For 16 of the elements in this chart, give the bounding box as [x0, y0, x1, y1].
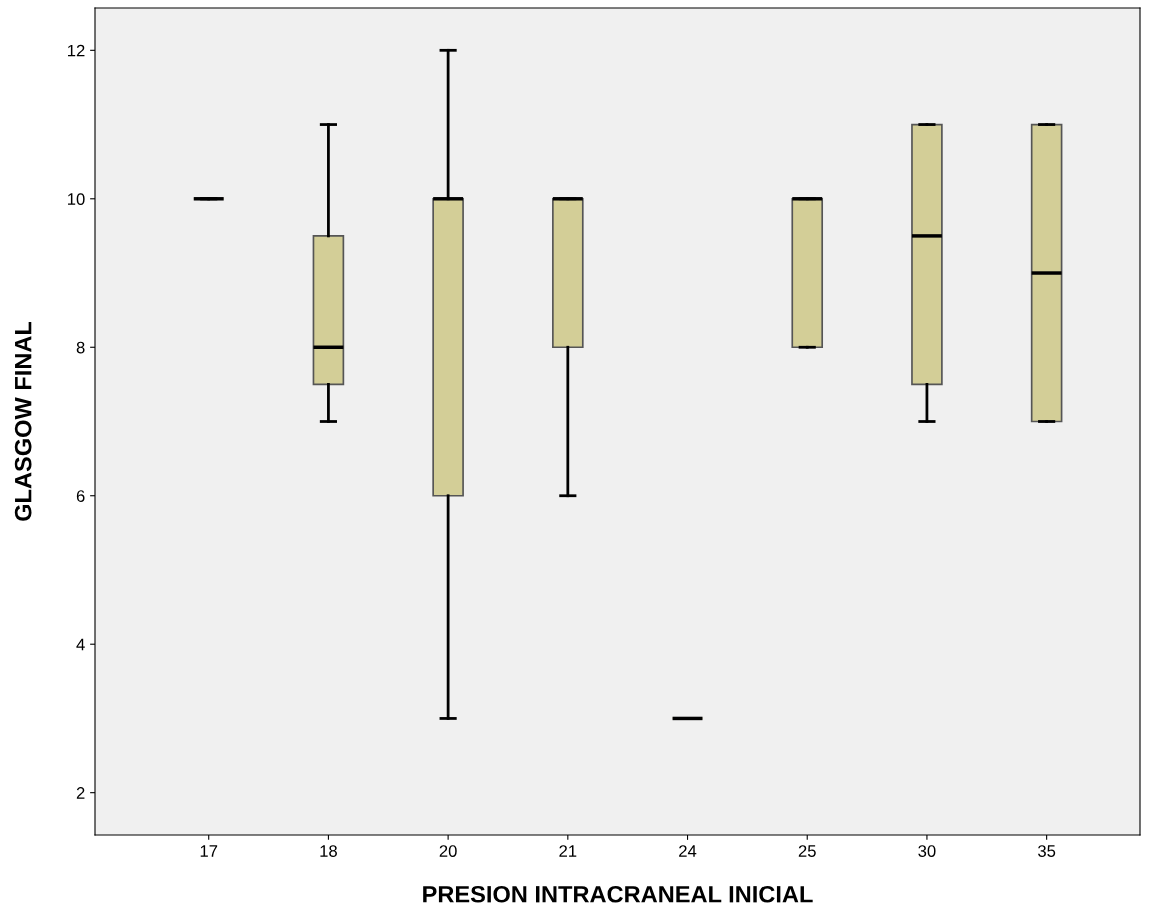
x-tick-label: 21 [559, 845, 577, 857]
x-tick-label: 30 [918, 845, 936, 857]
x-tick-label: 17 [200, 845, 218, 857]
x-tick-label: 20 [439, 845, 457, 857]
x-axis-title: PRESION INTRACRANEAL INICIAL [423, 885, 813, 903]
y-tick-label: 12 [68, 44, 85, 57]
y-tick-label: 2 [76, 787, 85, 799]
y-tick-label: 10 [68, 193, 85, 205]
y-axis-title: GLASGOW FINAL [14, 321, 32, 521]
y-tick-label: 6 [76, 490, 85, 502]
y-tick-label: 4 [76, 638, 85, 651]
y-tick-label: 8 [76, 341, 85, 354]
x-tick-label: 18 [320, 845, 337, 857]
x-tick-label: 35 [1038, 845, 1056, 857]
x-tick-label: 25 [798, 845, 816, 857]
x-tick-label: 24 [679, 845, 697, 857]
